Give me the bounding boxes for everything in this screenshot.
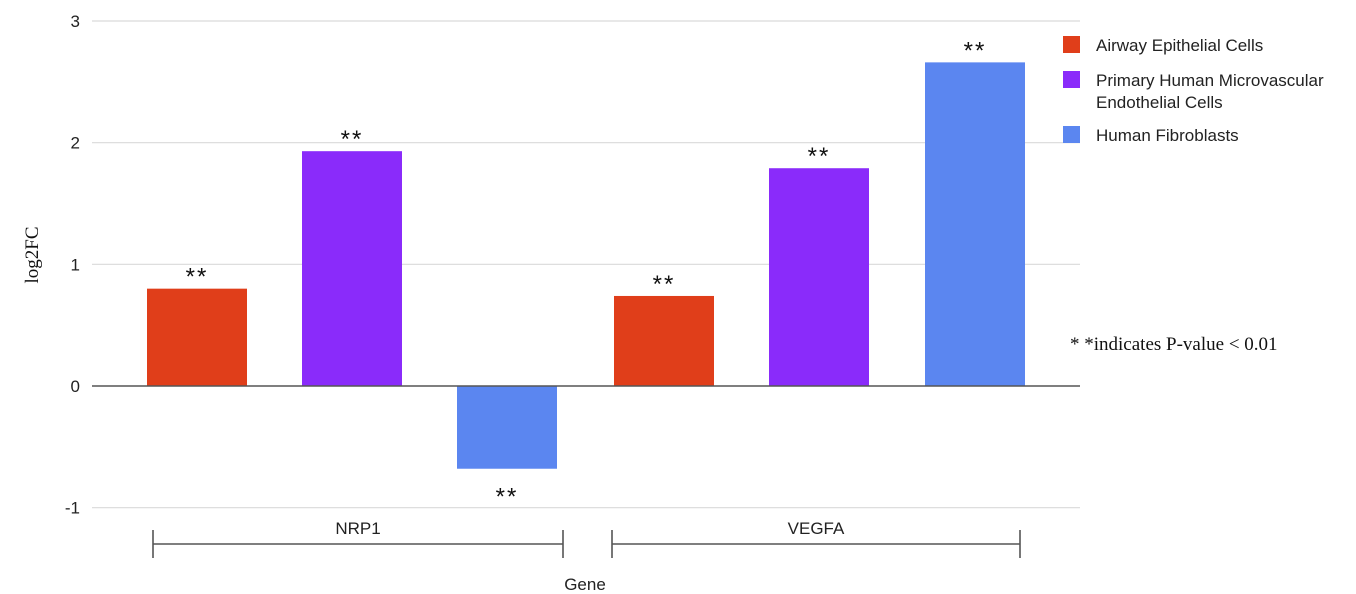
y-tick-label: 2 [71,134,80,153]
legend-swatch [1063,36,1080,53]
significance-marker: ** [808,143,831,170]
legend: Airway Epithelial Cells Primary Human Mic… [1063,36,1324,145]
significance-marker: ** [341,126,364,153]
y-tick-labels: -1 0 1 2 3 [65,12,80,518]
significance-marker: ** [186,264,209,291]
x-axis-label: Gene [564,575,606,594]
legend-label: Airway Epithelial Cells [1096,36,1263,55]
bar [457,386,557,469]
legend-swatch [1063,71,1080,88]
y-tick-label: 1 [71,255,80,274]
category-groups: NRP1 VEGFA [152,519,1021,558]
legend-label: Primary Human Microvascular Endothelial C… [1096,71,1324,112]
significance-marker: ** [964,37,987,64]
significance-note: * *indicates P-value < 0.01 [1070,334,1278,355]
legend-swatch [1063,126,1080,143]
bar [769,168,869,386]
category-label: VEGFA [788,519,845,538]
bar [147,288,247,386]
y-axis-label: log2FC [22,226,43,283]
y-tick-label: 3 [71,12,80,31]
bar [925,62,1025,386]
gridlines [92,20,1080,509]
bar [302,151,402,386]
significance-marker: ** [653,271,676,298]
y-tick-label: -1 [65,499,80,518]
significance-marker: ** [496,484,519,511]
significance-markers: ** ** ** ** ** ** [186,37,987,511]
bars [147,62,1025,469]
category-label: NRP1 [335,519,380,538]
legend-label: Human Fibroblasts [1096,126,1239,145]
y-tick-label: 0 [71,377,80,396]
bar [614,295,714,386]
